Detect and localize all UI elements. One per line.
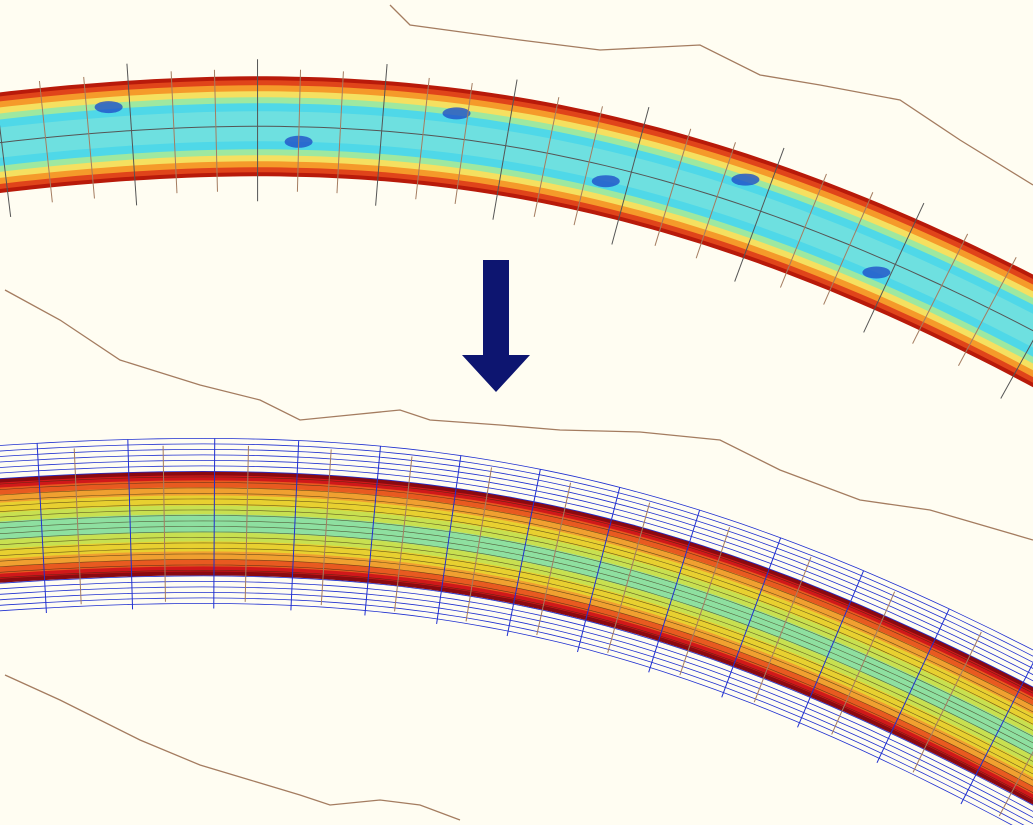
map-view (0, 0, 1033, 825)
deep-pocket (443, 107, 471, 119)
deep-pocket (731, 174, 759, 186)
deep-pocket (95, 101, 123, 113)
page: (() => { const data = JSON.parse(documen… (0, 0, 1033, 825)
deep-pocket (862, 267, 890, 279)
deep-pocket (592, 175, 620, 187)
